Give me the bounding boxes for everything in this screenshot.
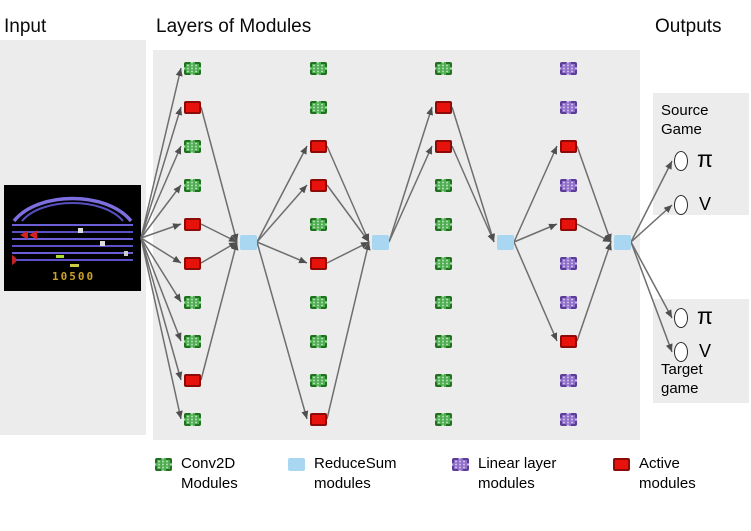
conv2d-module (183, 61, 201, 75)
active-module (183, 373, 201, 387)
legend-reducesum: ReduceSum modules (288, 454, 397, 494)
active-module (559, 139, 577, 153)
source-policy-head-circle (674, 151, 688, 171)
linear-layer-module (559, 256, 577, 270)
linear-swatch-icon (452, 458, 469, 471)
reducesum-module (371, 234, 389, 250)
active-module (309, 139, 327, 153)
conv2d-module (309, 373, 327, 387)
reducesum-module (496, 234, 514, 250)
legend-reducesum-line1: ReduceSum (314, 455, 397, 472)
conv2d-module (183, 139, 201, 153)
input-header: Input (4, 16, 47, 37)
active-module (434, 100, 452, 114)
active-module (559, 217, 577, 231)
conv2d-module (183, 178, 201, 192)
active-module (183, 100, 201, 114)
active-module (309, 412, 327, 426)
enemy-sprite (20, 230, 28, 240)
active-module (309, 178, 327, 192)
outputs-header: Outputs (655, 16, 722, 37)
conv2d-module (434, 412, 452, 426)
source-game-title-line2: Game (661, 121, 702, 138)
reducesum-module (613, 234, 631, 250)
conv2d-module (434, 373, 452, 387)
legend-conv2d-line2: Modules (181, 475, 238, 492)
linear-layer-module (559, 178, 577, 192)
legend-linear: Linear layer modules (452, 454, 556, 494)
active-module (434, 139, 452, 153)
source-value-head-label: V (699, 194, 712, 214)
conv2d-module (309, 334, 327, 348)
conv2d-module (434, 295, 452, 309)
target-game-title-line2: game (661, 380, 699, 397)
conv2d-swatch-icon (155, 458, 172, 471)
linear-layer-module (559, 412, 577, 426)
legend-active-line1: Active (639, 455, 680, 472)
linear-layer-module (559, 295, 577, 309)
legend-linear-line2: modules (478, 475, 535, 492)
legend-reducesum-line2: modules (314, 475, 371, 492)
active-module (559, 334, 577, 348)
game-score: 10500 (52, 270, 95, 283)
source-game-title-line1: Source (661, 102, 709, 119)
active-module (183, 217, 201, 231)
legend-linear-line1: Linear layer (478, 455, 557, 472)
conv2d-module (183, 334, 201, 348)
layers-header: Layers of Modules (156, 16, 312, 37)
reducesum-module (239, 234, 257, 250)
player-sprite (78, 228, 83, 233)
active-module (309, 256, 327, 270)
target-policy-head-label: π (697, 303, 713, 329)
conv2d-module (434, 256, 452, 270)
target-value-head-circle (674, 342, 688, 362)
conv2d-module (309, 61, 327, 75)
legend-conv2d: Conv2D Modules (155, 454, 238, 494)
source-value-head-circle (674, 195, 688, 215)
conv2d-module (183, 412, 201, 426)
legend-active-line2: modules (639, 475, 696, 492)
conv2d-module (434, 178, 452, 192)
active-module (183, 256, 201, 270)
conv2d-module (434, 61, 452, 75)
target-value-head-label: V (699, 341, 712, 361)
conv2d-module (309, 217, 327, 231)
conv2d-module (309, 295, 327, 309)
target-policy-head-circle (674, 308, 688, 328)
reducesum-swatch-icon (288, 458, 305, 471)
conv2d-module (434, 217, 452, 231)
linear-layer-module (559, 373, 577, 387)
active-swatch-icon (613, 458, 630, 471)
source-policy-head-label: π (697, 146, 713, 172)
conv2d-module (434, 334, 452, 348)
conv2d-module (309, 100, 327, 114)
game-arch (12, 196, 133, 223)
conv2d-module (183, 295, 201, 309)
game-screenshot: 10500 (4, 185, 141, 291)
legend-active: Active modules (613, 454, 696, 494)
target-game-title-line1: Target (661, 361, 703, 378)
linear-layer-module (559, 100, 577, 114)
linear-layer-module (559, 61, 577, 75)
legend-conv2d-line1: Conv2D (181, 455, 236, 472)
